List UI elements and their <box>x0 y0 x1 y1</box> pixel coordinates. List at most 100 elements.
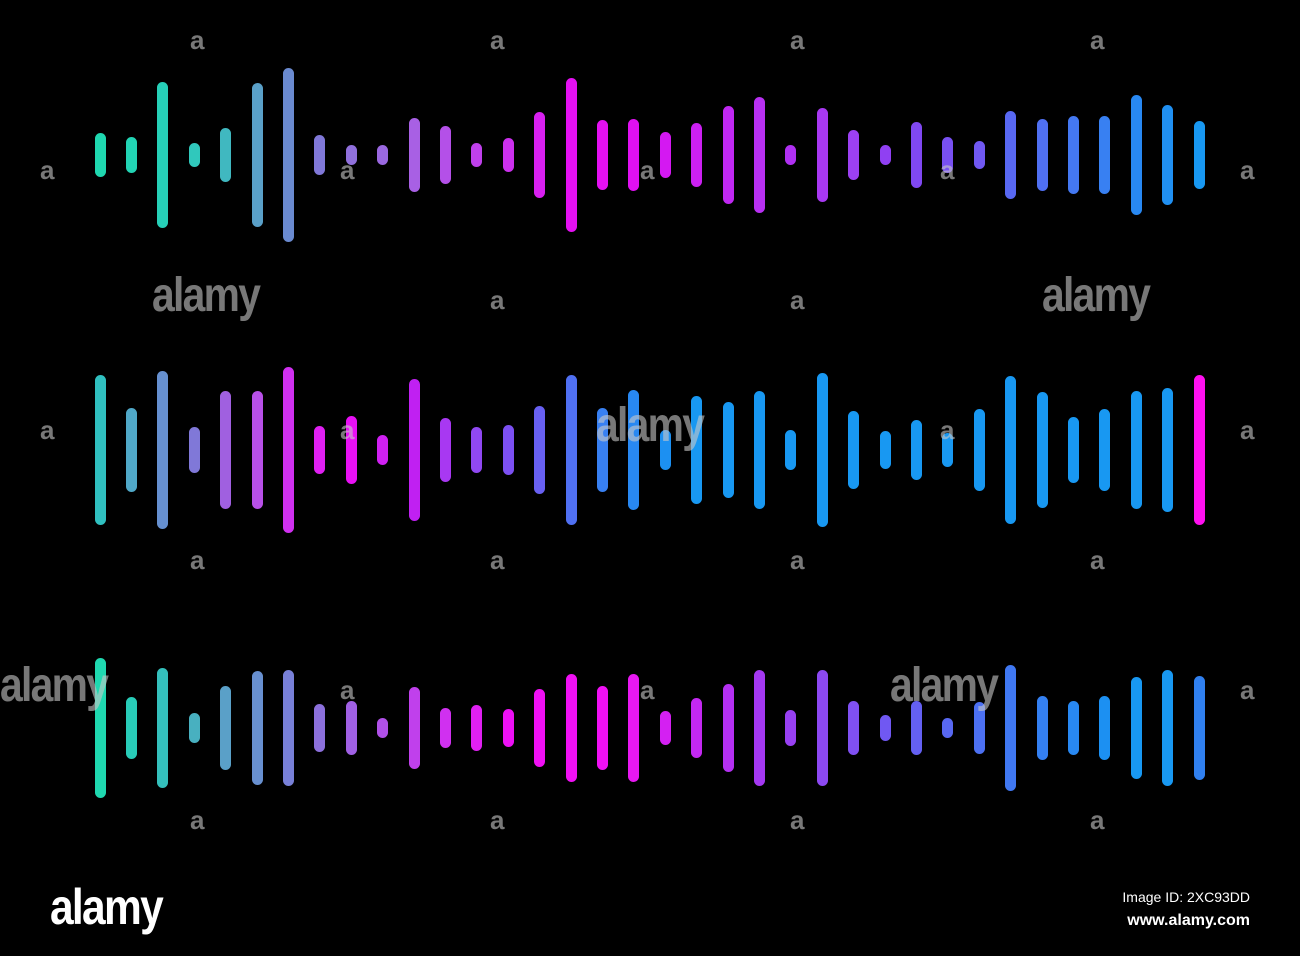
waveform-bar <box>1099 696 1111 760</box>
waveform-bar <box>628 390 640 510</box>
watermark-letter: a <box>490 285 505 315</box>
waveform-bar <box>157 82 169 228</box>
watermark-letter: a <box>490 545 505 575</box>
waveform-bar <box>753 97 765 213</box>
waveform-bar <box>188 713 200 743</box>
waveform-bar <box>439 708 451 748</box>
alamy-logo: alamy <box>50 879 164 935</box>
waveform-bar <box>157 668 169 788</box>
waveform-bar <box>408 379 420 521</box>
waveform-bar <box>973 409 985 491</box>
waveform-bar <box>1067 417 1079 483</box>
waveform-bar <box>502 709 514 747</box>
watermark-letter: a <box>490 25 505 55</box>
watermark-word: alamy <box>596 399 705 452</box>
waveform-bar <box>973 141 985 169</box>
watermark-letter: a <box>940 415 955 445</box>
waveform-bar <box>910 420 922 480</box>
watermark-word: alamy <box>890 659 999 712</box>
waveform-bar <box>220 391 232 509</box>
waveform-bar <box>125 408 137 492</box>
watermark-word: alamy <box>152 269 261 322</box>
waveform-bar <box>1193 375 1205 525</box>
watermark-letter: a <box>340 675 355 705</box>
watermark-letter: a <box>340 415 355 445</box>
watermark-letter: a <box>40 415 55 445</box>
waveform-bar <box>596 120 608 190</box>
watermark-letter: a <box>640 155 655 185</box>
waveform-bar <box>94 658 106 798</box>
waveform-bar <box>282 670 294 786</box>
waveform-bar <box>596 408 608 492</box>
waveform-bar <box>910 701 922 755</box>
waveform-bar <box>1130 677 1142 779</box>
waveform-bar <box>345 701 357 755</box>
watermark-letter: a <box>790 545 805 575</box>
watermark-letter: a <box>1090 25 1105 55</box>
waveform-bar <box>1099 409 1111 491</box>
site-url: www.alamy.com <box>1127 912 1250 929</box>
waveform-bar <box>314 135 326 175</box>
waveform-bar <box>282 68 294 242</box>
waveform-bar <box>1162 388 1174 512</box>
waveform-bar <box>1162 670 1174 786</box>
waveform-bar <box>722 402 734 498</box>
waveform-bar <box>94 133 106 177</box>
waveform-bar <box>1005 376 1017 524</box>
waveform-bar <box>377 435 389 465</box>
waveform-bar <box>502 425 514 475</box>
waveform-bar <box>1036 119 1048 191</box>
waveform-bar <box>220 686 232 770</box>
waveform-bar <box>848 130 860 180</box>
waveform-bar <box>439 418 451 482</box>
waveform-bar <box>785 710 797 746</box>
waveform-bar <box>816 108 828 202</box>
waveform-bar <box>345 145 357 165</box>
watermark-letter: a <box>340 155 355 185</box>
waveform-bar <box>94 375 106 525</box>
waveform-bar <box>973 702 985 754</box>
waveform-bar <box>408 687 420 769</box>
waveform-bar <box>1067 116 1079 194</box>
waveform-bar <box>910 122 922 188</box>
watermark-letter: a <box>190 805 205 835</box>
waveform-bar <box>565 674 577 782</box>
waveform-bar <box>534 689 546 767</box>
waveform-bar <box>251 83 263 227</box>
waveform-bar <box>1193 121 1205 189</box>
waveform-bar <box>596 686 608 770</box>
watermark-letter: a <box>190 25 205 55</box>
waveform-bar <box>848 701 860 755</box>
waveform-bar <box>471 143 483 167</box>
waveform-bar <box>1036 696 1048 760</box>
waveform-bar <box>251 671 263 785</box>
waveform-bar <box>439 126 451 184</box>
watermark-letter: a <box>1090 805 1105 835</box>
waveform-bar <box>1005 111 1017 199</box>
waveform-bar <box>659 430 671 470</box>
waveform-bar <box>785 145 797 165</box>
waveform-bar <box>502 138 514 172</box>
waveform-bar <box>753 670 765 786</box>
waveform-bar <box>691 698 703 758</box>
watermark-letter: a <box>790 25 805 55</box>
waveform-bar <box>188 427 200 473</box>
waveform-bar <box>942 718 954 738</box>
waveform-bar <box>691 123 703 187</box>
waveform-bar <box>408 118 420 192</box>
watermark-letter: a <box>40 155 55 185</box>
waveform-bar <box>753 391 765 509</box>
waveform-bar <box>377 718 389 738</box>
waveform-bar <box>157 371 169 529</box>
waveform-bar <box>628 674 640 782</box>
waveform-bar <box>1036 392 1048 508</box>
waveform-bar <box>534 406 546 494</box>
watermark-letter: a <box>1240 675 1255 705</box>
waveform-bar <box>848 411 860 489</box>
watermark-word: alamy <box>1042 269 1151 322</box>
waveform-bar <box>565 78 577 232</box>
waveform-bar <box>125 137 137 173</box>
waveform-bar <box>1099 116 1111 194</box>
waveform-bar <box>471 427 483 473</box>
